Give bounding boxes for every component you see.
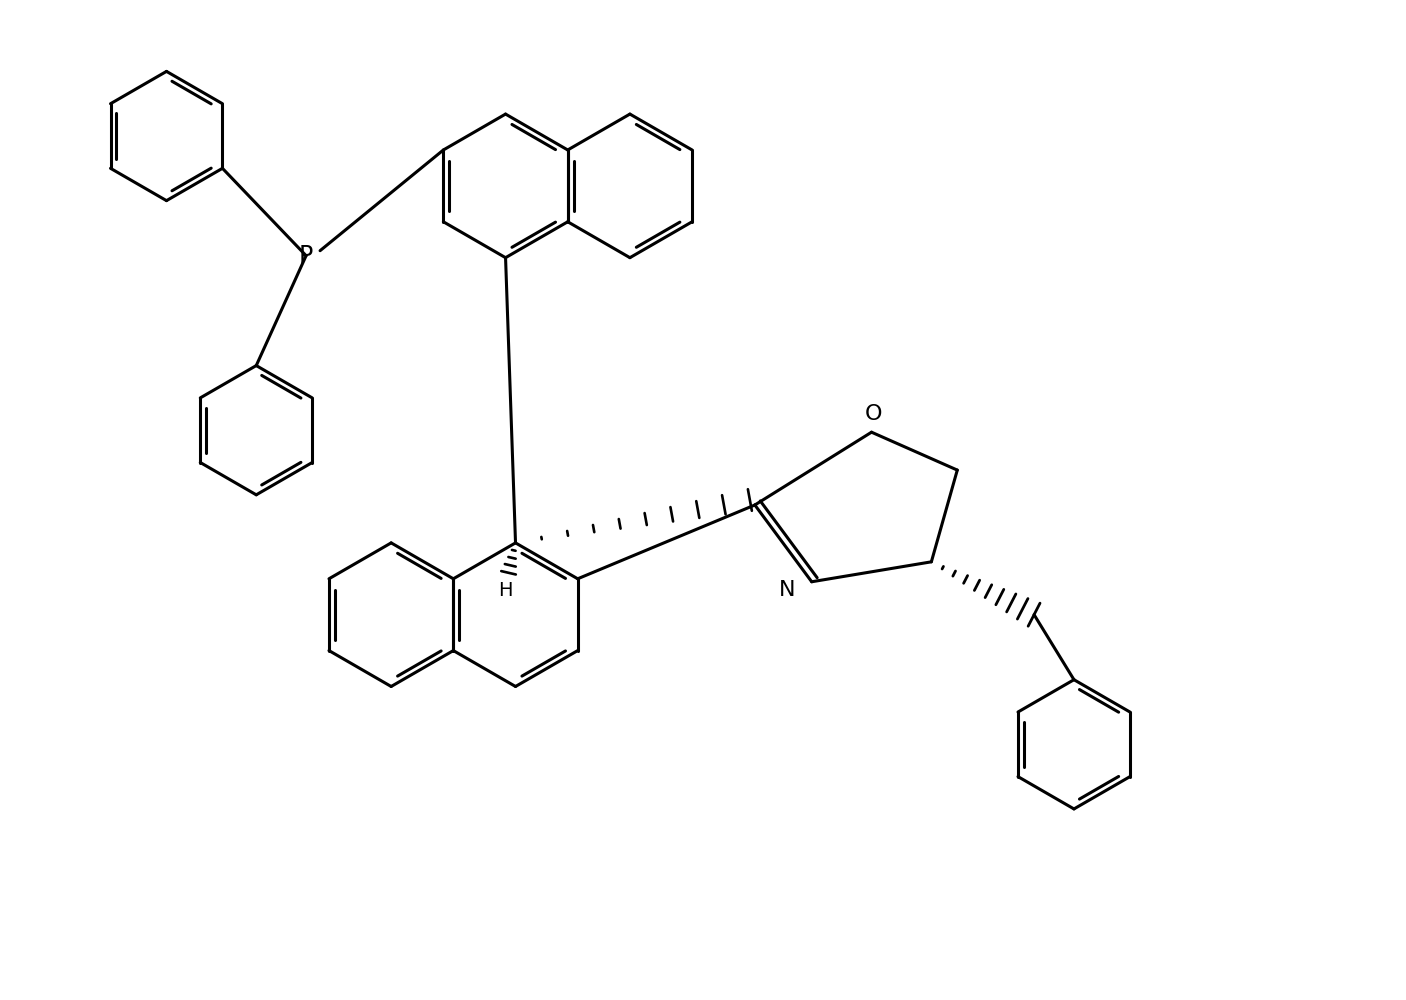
Text: P: P bbox=[299, 244, 314, 268]
Text: O: O bbox=[865, 404, 883, 424]
Text: H: H bbox=[498, 581, 513, 600]
Text: N: N bbox=[779, 580, 794, 600]
